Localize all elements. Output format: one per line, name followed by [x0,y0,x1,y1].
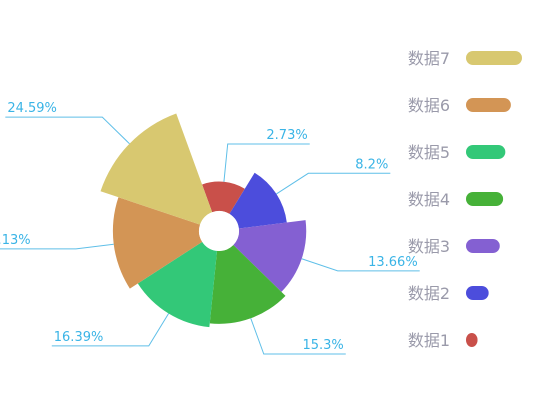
legend-swatch-6[interactable] [466,98,511,112]
legend-swatch-5[interactable] [466,145,506,159]
rose-slice-7[interactable] [100,113,213,225]
slice-label-line-3 [301,258,420,272]
legend-label-1[interactable]: 数据1 [408,331,450,350]
legend-swatch-7[interactable] [466,51,522,65]
rose-slice-4[interactable] [209,244,286,324]
slice-label-2: 8.2% [355,157,388,172]
legend-label-7[interactable]: 数据7 [408,49,450,68]
slice-label-1: 2.73% [266,128,307,143]
slice-label-6: 19.13% [0,233,31,248]
slice-label-line-1 [223,143,310,182]
legend-label-2[interactable]: 数据2 [408,284,450,303]
legend-label-6[interactable]: 数据6 [408,96,450,115]
slice-label-line-2 [276,172,391,195]
slice-label-line-6 [0,243,114,250]
slice-label-5: 16.39% [54,330,104,345]
legend-label-3[interactable]: 数据3 [408,237,450,256]
legend-swatch-1[interactable] [466,333,478,347]
rose-center-hole [199,211,239,251]
rose-slice-5[interactable] [137,241,218,328]
slice-label-4: 15.3% [302,338,343,353]
legend-label-4[interactable]: 数据4 [408,190,450,209]
legend-swatch-2[interactable] [466,286,489,300]
legend-swatch-3[interactable] [466,239,500,253]
slice-label-line-7 [5,116,130,145]
legend-swatch-4[interactable] [466,192,504,206]
slice-label-line-5 [51,313,170,347]
slice-label-line-4 [250,318,346,355]
rose-slice-2[interactable] [229,172,287,229]
rose-slices [100,113,307,328]
rose-slice-1[interactable] [202,181,245,214]
slice-labels: 2.73% 8.2% 13.66% 15.3% 16.39% 19.13% 24.59% [0,101,420,355]
rose-slice-3[interactable] [233,220,307,292]
slice-label-3: 13.66% [368,255,418,270]
legend: 数据7 数据6 数据5 数据4 数据3 数据2 数据1 [408,49,522,350]
legend-label-5[interactable]: 数据5 [408,143,450,162]
slice-label-7: 24.59% [7,101,57,116]
rose-slice-6[interactable] [112,197,203,289]
